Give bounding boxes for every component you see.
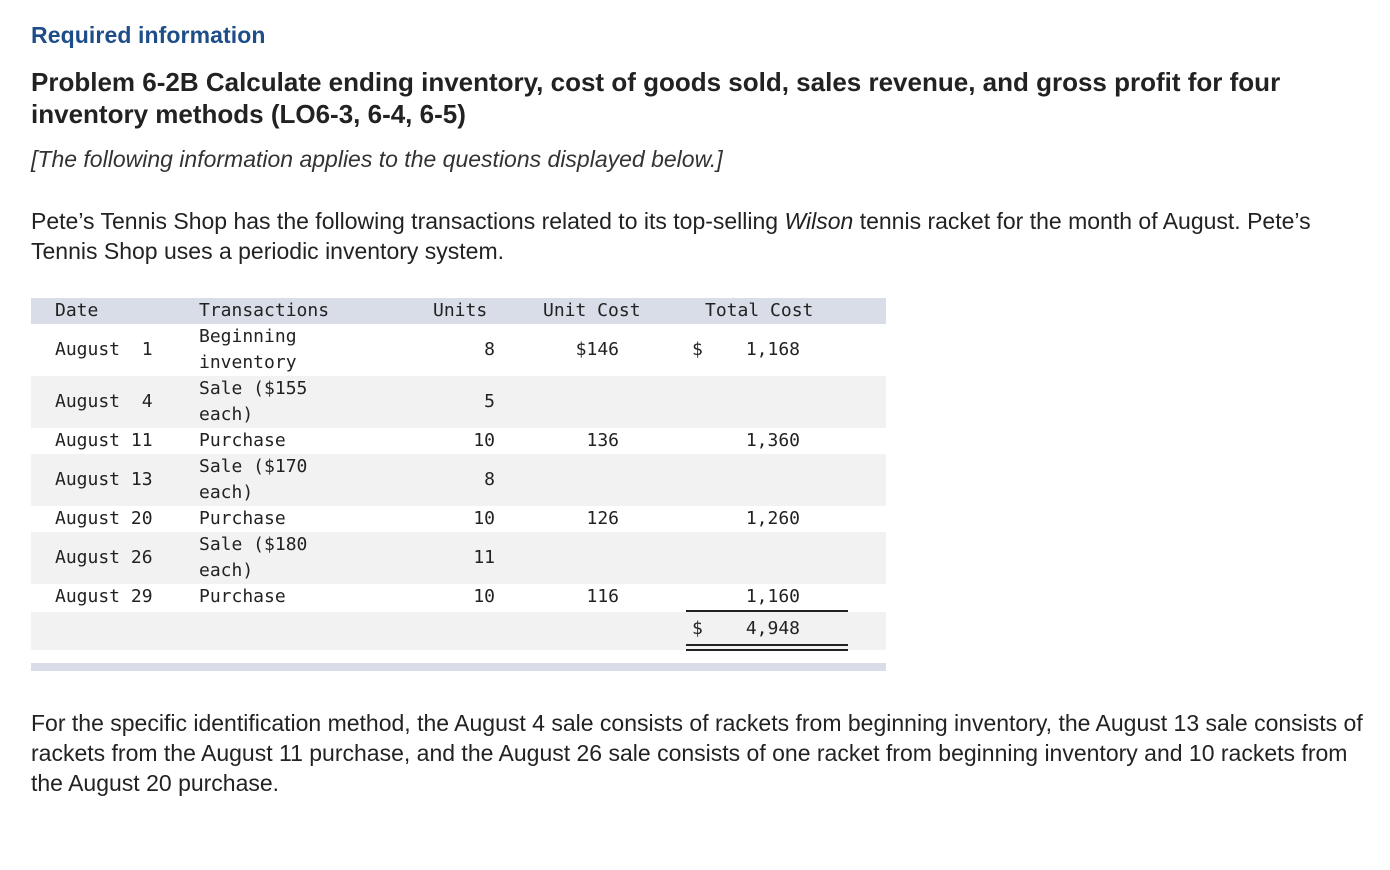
row-date: August 20: [55, 508, 153, 529]
row-date: August 26: [55, 547, 153, 568]
row-date: August 11: [55, 430, 153, 451]
row-date: August 13: [55, 469, 153, 490]
row-dollar-sign: $: [692, 339, 703, 360]
intro-text-part2: tennis racket for the month of August. P…: [31, 208, 1311, 264]
grand-total-cost: 4,948: [745, 618, 800, 639]
row-total-cost: 1,260: [745, 508, 800, 529]
table-row: August 4 Sale ($155 each) 5: [31, 376, 886, 428]
intro-text-part1: Pete’s Tennis Shop has the following tra…: [31, 208, 785, 234]
col-header-transactions: Transactions: [199, 300, 330, 321]
required-information-heading: Required information: [31, 22, 266, 48]
table-total-row: $ 4,948: [31, 612, 886, 650]
row-units: 8: [484, 469, 495, 490]
row-transaction-line1: Beginning: [199, 326, 297, 347]
row-transaction-line1: Sale ($180: [199, 534, 308, 555]
row-transaction-line2: each): [199, 404, 254, 425]
row-transaction-line1: Purchase: [199, 586, 286, 607]
row-total-cost: 1,160: [745, 586, 800, 607]
table-row: August 13 Sale ($170 each) 8: [31, 454, 886, 506]
row-transaction-line2: each): [199, 482, 254, 503]
row-unit-cost: 126: [586, 508, 619, 529]
subtotal-rule: [686, 610, 848, 612]
intro-brand: Wilson: [784, 208, 854, 234]
applies-note: [The following information applies to th…: [31, 146, 723, 172]
total-double-rule: [686, 644, 848, 651]
table-row: August 29 Purchase 10 116 1,160: [31, 584, 886, 610]
table-header-row: Date Transactions Units Unit Cost Total …: [31, 298, 886, 324]
col-header-units: Units: [433, 300, 488, 321]
row-total-cost: 1,168: [745, 339, 800, 360]
row-units: 10: [473, 586, 495, 607]
row-date: August 1: [55, 339, 153, 360]
row-total-cost: 1,360: [745, 430, 800, 451]
row-units: 11: [473, 547, 495, 568]
row-date: August 4: [55, 391, 153, 412]
total-dollar-sign: $: [692, 618, 703, 639]
specific-identification-note: For the specific identification method, …: [31, 710, 1363, 796]
table-row: August 20 Purchase 10 126 1,260: [31, 506, 886, 532]
row-unit-cost: 116: [586, 586, 619, 607]
col-header-unit-cost: Unit Cost: [543, 300, 641, 321]
row-units: 10: [473, 508, 495, 529]
row-units: 8: [484, 339, 495, 360]
table-bottom-bar: [31, 663, 886, 671]
table-row: August 11 Purchase 10 136 1,360: [31, 428, 886, 454]
row-transaction-line1: Sale ($155: [199, 378, 308, 399]
row-transaction-line2: inventory: [199, 352, 297, 373]
row-date: August 29: [55, 586, 153, 607]
row-unit-cost: 136: [586, 430, 619, 451]
row-unit-cost: $146: [575, 339, 619, 360]
row-transaction-line1: Purchase: [199, 430, 286, 451]
row-units: 10: [473, 430, 495, 451]
table-row: August 1 Beginning inventory 8 $146 $ 1,…: [31, 324, 886, 376]
row-units: 5: [484, 391, 495, 412]
problem-title: Problem 6-2B Calculate ending inventory,…: [31, 67, 1281, 129]
row-transaction-line1: Sale ($170: [199, 456, 308, 477]
row-transaction-line1: Purchase: [199, 508, 286, 529]
row-transaction-line2: each): [199, 560, 254, 581]
col-header-date: Date: [55, 300, 99, 321]
col-header-total-cost: Total Cost: [705, 300, 814, 321]
table-row: August 26 Sale ($180 each) 11: [31, 532, 886, 584]
intro-paragraph: Pete’s Tennis Shop has the following tra…: [31, 206, 1371, 266]
